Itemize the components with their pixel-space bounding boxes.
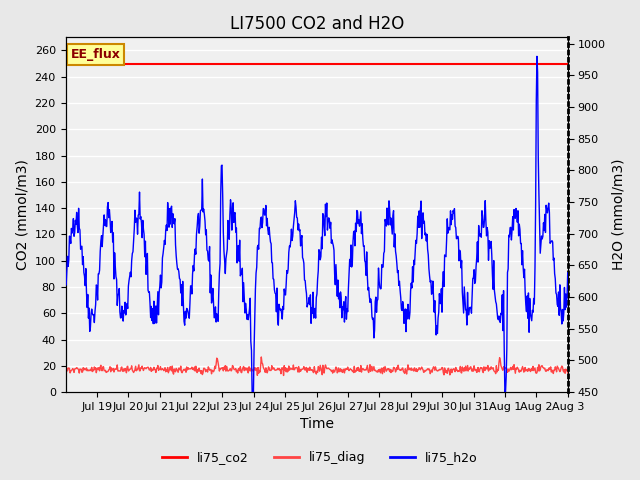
X-axis label: Time: Time [300, 418, 333, 432]
Title: LI7500 CO2 and H2O: LI7500 CO2 and H2O [230, 15, 404, 33]
Text: EE_flux: EE_flux [70, 48, 120, 61]
Y-axis label: H2O (mmol/m3): H2O (mmol/m3) [611, 159, 625, 270]
Y-axis label: CO2 (mmol/m3): CO2 (mmol/m3) [15, 159, 29, 270]
Legend: li75_co2, li75_diag, li75_h2o: li75_co2, li75_diag, li75_h2o [157, 446, 483, 469]
